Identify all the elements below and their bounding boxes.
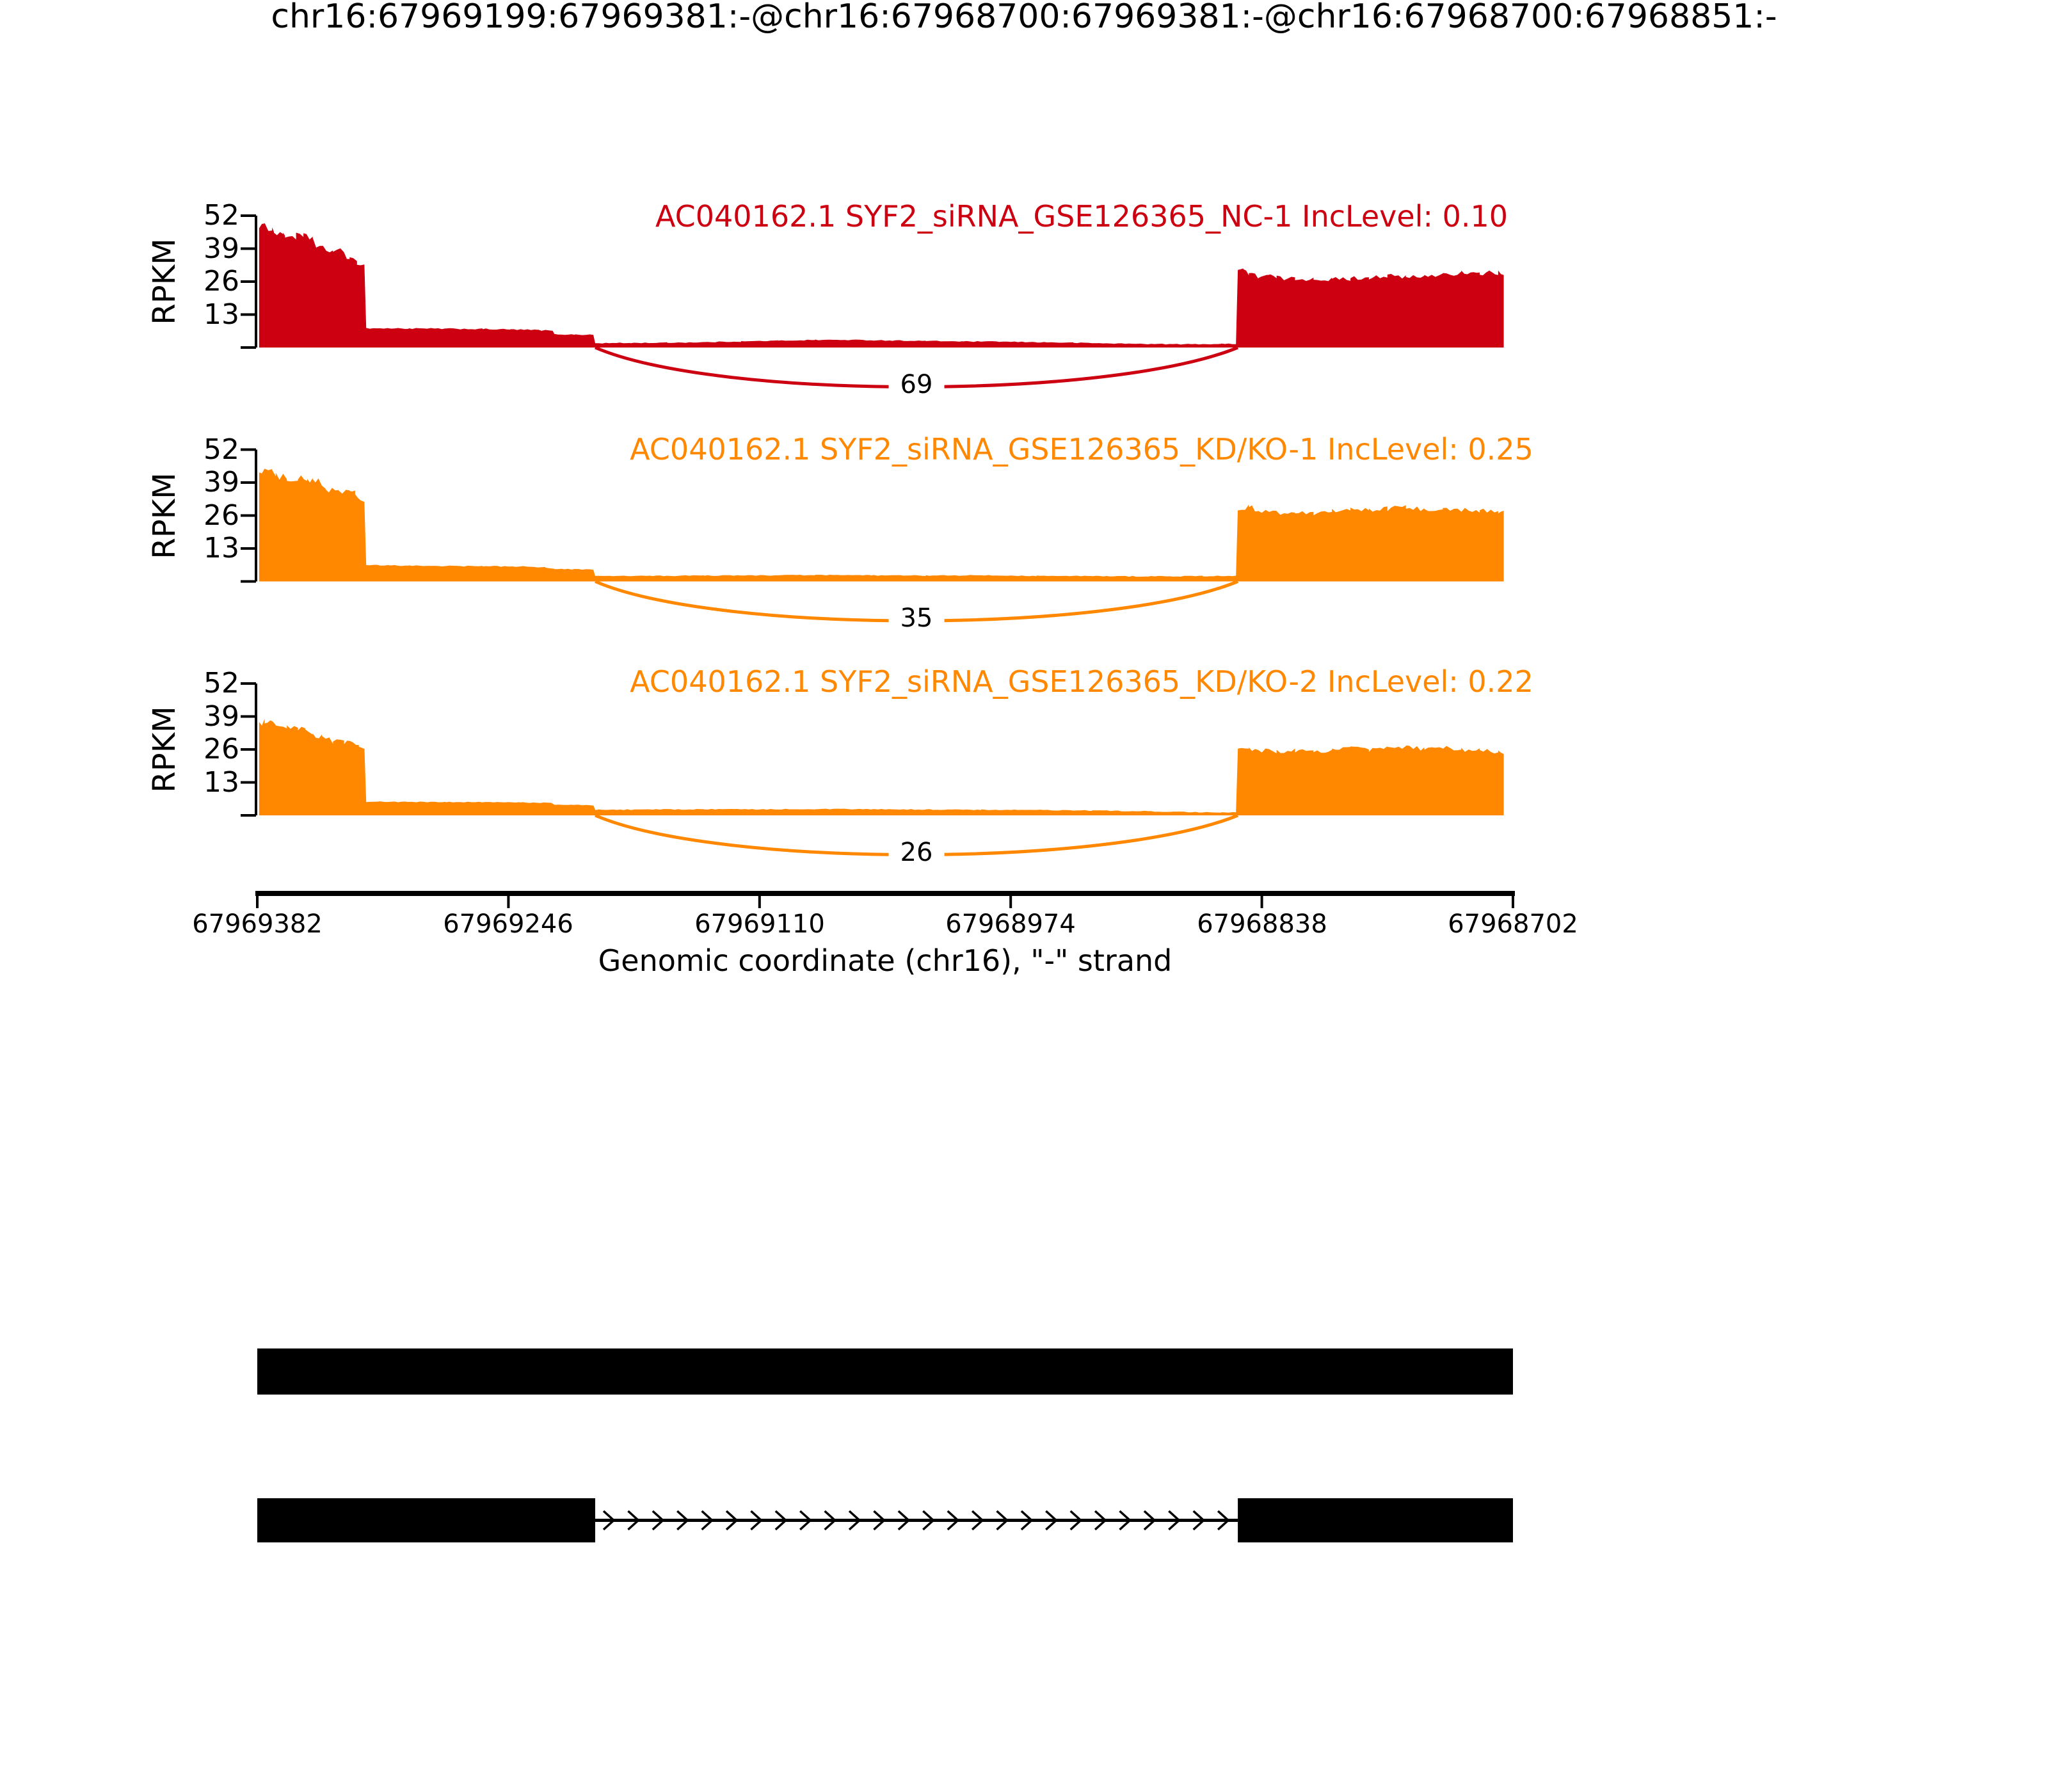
plot-title: chr16:67969199:67969381:-@chr16:67968700… bbox=[271, 0, 1777, 36]
track-title-3: AC040162.1 SYF2_siRNA_GSE126365_KD/KO-2 … bbox=[630, 664, 1533, 699]
y-tick-52-track1: 52 bbox=[204, 199, 239, 232]
x-tick-0: 67969382 bbox=[192, 909, 323, 939]
y-axis-track-1 bbox=[241, 214, 257, 349]
y-tick-26-track2: 26 bbox=[204, 499, 239, 532]
y-axis-track-3 bbox=[241, 682, 257, 817]
y-tick-26-track3: 26 bbox=[204, 733, 239, 765]
y-tick-39-track2: 39 bbox=[204, 466, 239, 499]
y-tick-52-track3: 52 bbox=[204, 667, 239, 700]
x-tick-3: 67968974 bbox=[945, 909, 1076, 939]
junction-count-2: 35 bbox=[888, 604, 945, 632]
x-axis-ticks bbox=[256, 896, 1514, 908]
x-tick-2: 67969110 bbox=[694, 909, 825, 939]
x-tick-4: 67968838 bbox=[1197, 909, 1327, 939]
track-title-1: AC040162.1 SYF2_siRNA_GSE126365_NC-1 Inc… bbox=[655, 199, 1508, 234]
coverage-track-3 bbox=[259, 719, 1504, 815]
y-axis-track-2 bbox=[241, 448, 257, 583]
junction-count-3: 26 bbox=[888, 838, 945, 867]
isoform-2-exon-2 bbox=[1238, 1498, 1513, 1542]
coverage-track-1 bbox=[259, 223, 1504, 348]
x-axis-title: Genomic coordinate (chr16), "-" strand bbox=[598, 943, 1172, 978]
x-axis-line bbox=[255, 891, 1515, 896]
y-tick-13-track2: 13 bbox=[204, 532, 239, 564]
y-tick-26-track1: 26 bbox=[204, 265, 239, 298]
y-tick-52-track2: 52 bbox=[204, 433, 239, 466]
y-tick-13-track1: 13 bbox=[204, 298, 239, 331]
isoform-1-exon-1 bbox=[257, 1348, 1513, 1395]
track-title-2: AC040162.1 SYF2_siRNA_GSE126365_KD/KO-1 … bbox=[630, 432, 1533, 467]
y-tick-39-track1: 39 bbox=[204, 232, 239, 265]
isoform-2-exon-1 bbox=[257, 1498, 595, 1542]
coverage-track-2 bbox=[259, 468, 1504, 582]
x-tick-1: 67969246 bbox=[443, 909, 573, 939]
intron-strand-arrows bbox=[602, 1510, 1230, 1531]
y-tick-13-track3: 13 bbox=[204, 766, 239, 799]
junction-count-1: 69 bbox=[888, 371, 945, 399]
x-tick-5: 67968702 bbox=[1448, 909, 1578, 939]
y-tick-39-track3: 39 bbox=[204, 700, 239, 733]
